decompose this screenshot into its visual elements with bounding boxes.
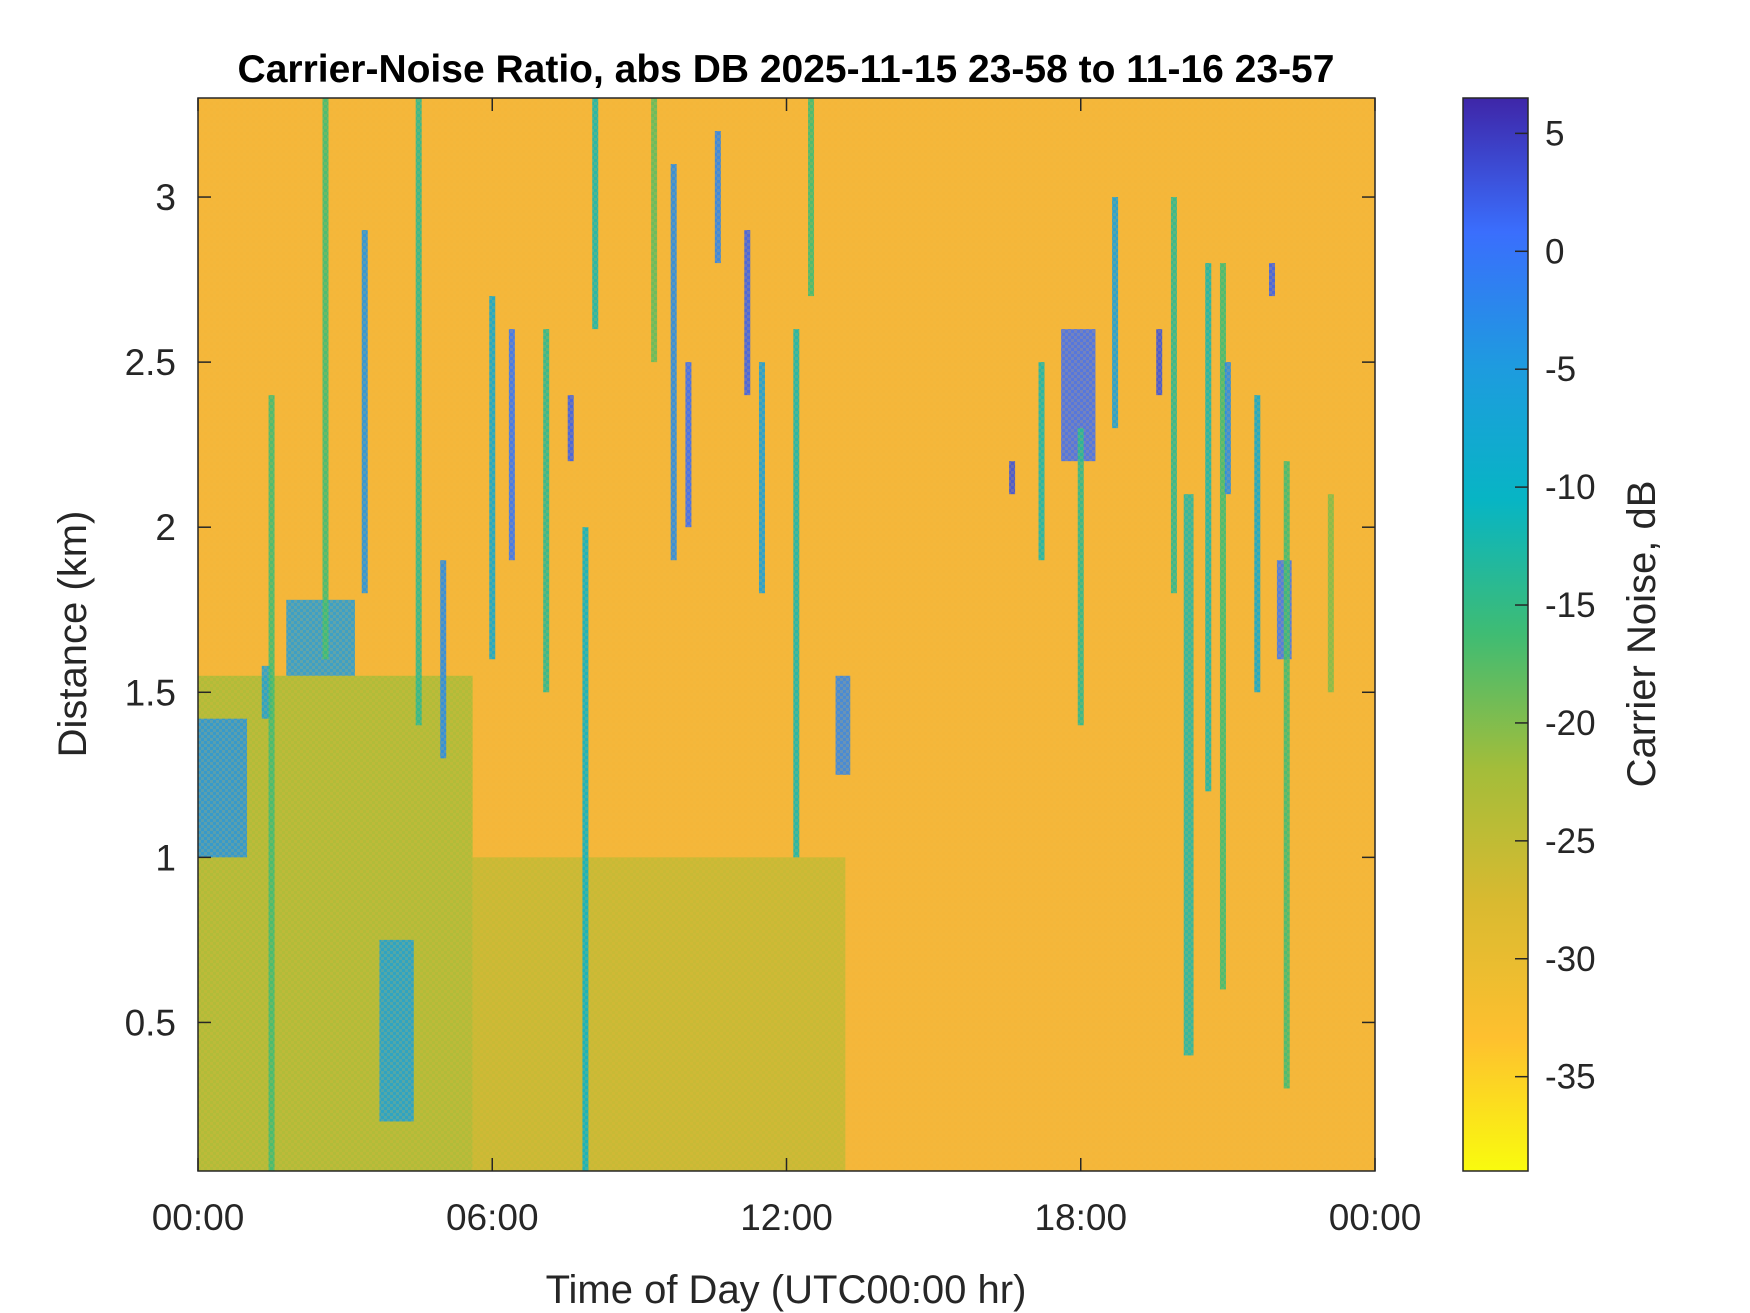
x-tick-label: 06:00 <box>446 1197 539 1238</box>
y-tick-label: 0.5 <box>125 1002 176 1043</box>
colorbar-tick-label: -5 <box>1545 350 1576 389</box>
colorbar-tick-label: -30 <box>1545 940 1596 979</box>
heatmap-streak <box>1269 263 1276 297</box>
heatmap-streak <box>508 329 515 561</box>
heatmap-streak <box>592 98 599 330</box>
heatmap-region <box>1183 494 1194 1056</box>
heatmap-region <box>198 718 248 858</box>
heatmap-streak <box>1170 197 1177 594</box>
y-tick-label: 3 <box>155 177 176 218</box>
heatmap-streak <box>1156 329 1163 396</box>
heatmap-streak <box>1038 362 1045 561</box>
colorbar-tick-label: 0 <box>1545 232 1564 271</box>
chart-title: Carrier-Noise Ratio, abs DB 2025-11-15 2… <box>238 48 1335 91</box>
heatmap-region <box>379 939 414 1122</box>
y-axis-label: Distance (km) <box>51 511 95 758</box>
heatmap-streak <box>1205 263 1212 792</box>
heatmap-streak <box>793 329 800 858</box>
y-tick-label: 1.5 <box>125 672 176 713</box>
heatmap-streak <box>415 98 422 726</box>
colorbar: 5 0 -5 -10 -15 -20 -25 -30 -35 Carrier Noise, dB <box>1462 97 1664 1172</box>
heatmap-streak <box>322 98 329 660</box>
colorbar-label: Carrier Noise, dB <box>1620 481 1664 788</box>
heatmap-streak <box>567 395 574 462</box>
x-tick-label: 12:00 <box>740 1197 833 1238</box>
heatmap-streak <box>1283 461 1290 1089</box>
x-axis-label: Time of Day (UTC00:00 hr) <box>546 1268 1027 1312</box>
y-tick-label: 2.5 <box>125 342 176 383</box>
heatmap-streak <box>489 296 496 660</box>
y-tick-label: 2 <box>155 507 176 548</box>
heatmap-streak <box>808 98 815 297</box>
heatmap-region <box>472 857 846 1171</box>
x-tick-label: 00:00 <box>1329 1197 1422 1238</box>
colorbar-frame <box>1462 97 1529 1172</box>
x-axis-ticks: 00:00 06:00 12:00 18:00 00:00 <box>152 98 1422 1238</box>
x-tick-label: 00:00 <box>152 1197 245 1238</box>
colorbar-tick-label: 5 <box>1545 114 1564 153</box>
y-tick-label: 1 <box>155 837 176 878</box>
heatmap-streak <box>744 230 751 396</box>
heatmap-streak <box>543 329 550 693</box>
heatmap-streak <box>714 131 721 264</box>
heatmap-streak <box>685 362 692 528</box>
heatmap-streak <box>582 527 589 1171</box>
heatmap-region <box>286 599 355 676</box>
colorbar-tick-label: -10 <box>1545 468 1596 507</box>
heatmap-streak <box>651 98 658 363</box>
colorbar-ticks: 5 0 -5 -10 -15 -20 -25 -30 -35 <box>1515 114 1596 1097</box>
heatmap-streak <box>361 230 368 594</box>
colorbar-gradient <box>1463 98 1528 1171</box>
heatmap-region <box>835 675 851 775</box>
heatmap-streak <box>1327 494 1334 693</box>
heatmap-streak <box>758 362 765 594</box>
heatmap-streak <box>1254 395 1261 693</box>
colorbar-tick-label: -25 <box>1545 822 1596 861</box>
x-tick-label: 18:00 <box>1034 1197 1127 1238</box>
heatmap-streak <box>1224 362 1231 495</box>
colorbar-tick-label: -35 <box>1545 1058 1596 1097</box>
heatmap-streak <box>1009 461 1016 495</box>
y-axis-ticks: 0.5 1 1.5 2 2.5 3 <box>125 177 1375 1043</box>
heatmap-streak <box>1077 428 1084 726</box>
heatmap-streak <box>670 164 677 561</box>
heatmap-streak <box>440 560 447 759</box>
heatmap-streak <box>268 395 275 1171</box>
plot-area <box>197 97 1376 1172</box>
colorbar-tick-label: -15 <box>1545 586 1596 625</box>
colorbar-tick-label: -20 <box>1545 704 1596 743</box>
heatmap-streak <box>1112 197 1119 429</box>
